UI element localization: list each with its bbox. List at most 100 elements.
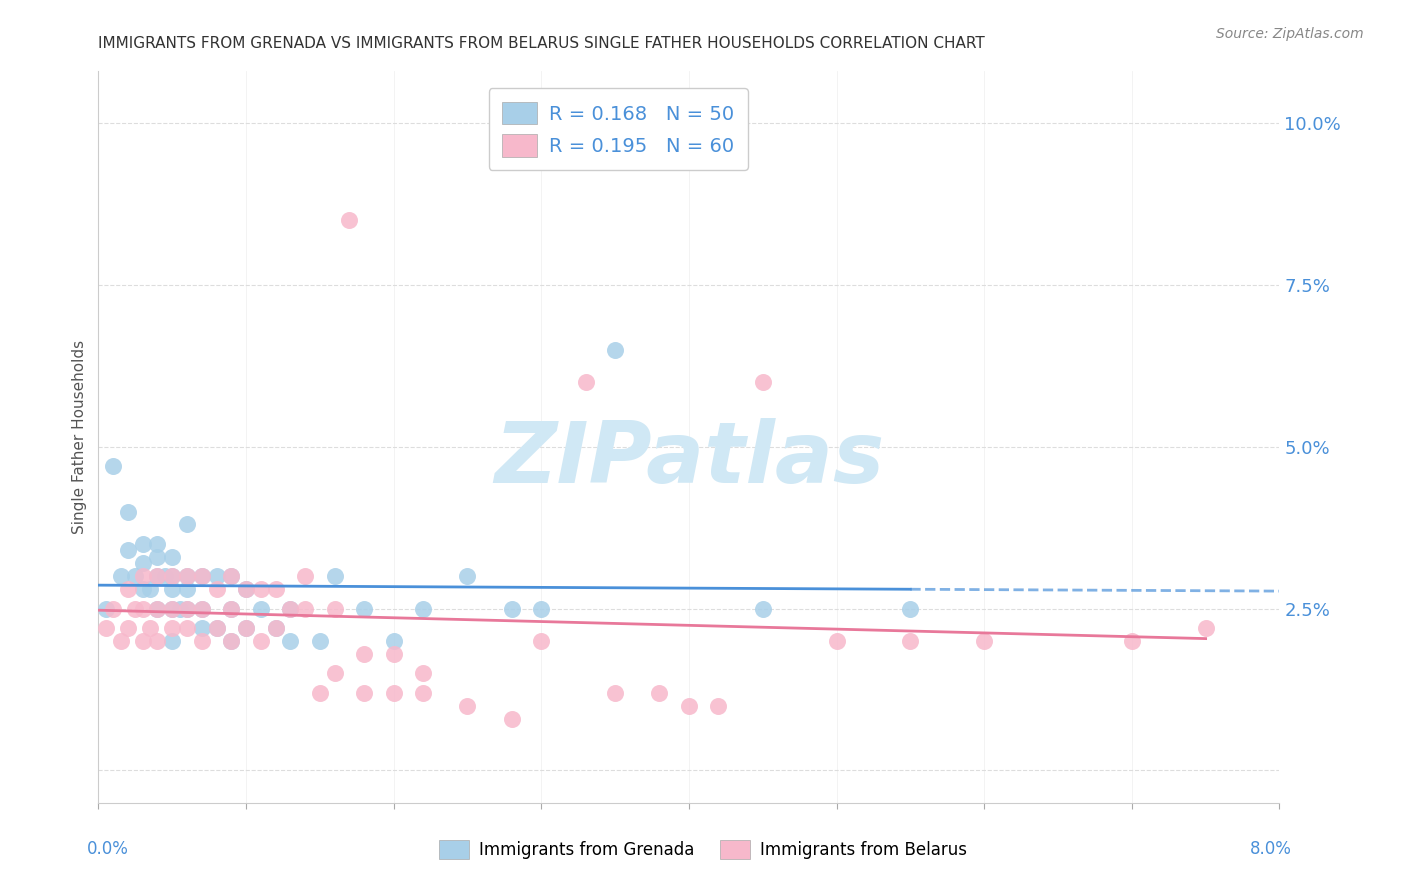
- Point: [1195, 621, 1218, 635]
- Point: [412, 686, 434, 700]
- Point: [752, 375, 775, 389]
- Point: [221, 569, 243, 583]
- Point: [191, 601, 214, 615]
- Point: [412, 666, 434, 681]
- Point: [191, 569, 214, 583]
- Point: [235, 582, 257, 597]
- Point: [221, 601, 243, 615]
- Point: [457, 569, 479, 583]
- Point: [530, 601, 553, 615]
- Point: [294, 569, 316, 583]
- Point: [1121, 634, 1143, 648]
- Point: [146, 537, 169, 551]
- Point: [176, 601, 198, 615]
- Point: [132, 557, 155, 571]
- Point: [132, 537, 155, 551]
- Point: [264, 582, 287, 597]
- Point: [132, 601, 155, 615]
- Point: [124, 569, 146, 583]
- Point: [162, 569, 183, 583]
- Point: [139, 621, 162, 635]
- Point: [103, 601, 125, 615]
- Point: [501, 712, 523, 726]
- Point: [457, 698, 479, 713]
- Point: [139, 582, 162, 597]
- Point: [605, 343, 627, 357]
- Point: [280, 634, 302, 648]
- Point: [124, 601, 146, 615]
- Point: [221, 634, 243, 648]
- Point: [205, 621, 228, 635]
- Point: [191, 621, 214, 635]
- Point: [146, 601, 169, 615]
- Point: [605, 686, 627, 700]
- Point: [323, 569, 346, 583]
- Point: [280, 601, 302, 615]
- Point: [117, 582, 139, 597]
- Point: [153, 569, 176, 583]
- Point: [117, 543, 139, 558]
- Point: [162, 634, 183, 648]
- Point: [103, 459, 125, 474]
- Point: [412, 601, 434, 615]
- Point: [973, 634, 995, 648]
- Point: [176, 517, 198, 532]
- Point: [382, 634, 405, 648]
- Point: [530, 634, 553, 648]
- Point: [323, 666, 346, 681]
- Point: [176, 621, 198, 635]
- Point: [309, 686, 332, 700]
- Text: Source: ZipAtlas.com: Source: ZipAtlas.com: [1216, 27, 1364, 41]
- Y-axis label: Single Father Households: Single Father Households: [72, 340, 87, 534]
- Point: [162, 601, 183, 615]
- Point: [250, 582, 273, 597]
- Point: [117, 621, 139, 635]
- Point: [191, 634, 214, 648]
- Point: [146, 601, 169, 615]
- Point: [294, 601, 316, 615]
- Text: IMMIGRANTS FROM GRENADA VS IMMIGRANTS FROM BELARUS SINGLE FATHER HOUSEHOLDS CORR: IMMIGRANTS FROM GRENADA VS IMMIGRANTS FR…: [98, 36, 986, 51]
- Point: [382, 647, 405, 661]
- Point: [176, 569, 198, 583]
- Point: [235, 582, 257, 597]
- Point: [353, 647, 375, 661]
- Point: [501, 601, 523, 615]
- Point: [146, 634, 169, 648]
- Point: [132, 569, 155, 583]
- Point: [250, 634, 273, 648]
- Point: [900, 634, 922, 648]
- Point: [264, 621, 287, 635]
- Point: [132, 634, 155, 648]
- Point: [707, 698, 730, 713]
- Point: [678, 698, 700, 713]
- Point: [382, 686, 405, 700]
- Point: [110, 634, 132, 648]
- Point: [162, 601, 183, 615]
- Point: [205, 621, 228, 635]
- Point: [235, 621, 257, 635]
- Point: [162, 621, 183, 635]
- Point: [146, 569, 169, 583]
- Point: [176, 582, 198, 597]
- Legend: R = 0.168   N = 50, R = 0.195   N = 60: R = 0.168 N = 50, R = 0.195 N = 60: [488, 88, 748, 170]
- Point: [575, 375, 598, 389]
- Point: [900, 601, 922, 615]
- Point: [264, 621, 287, 635]
- Point: [221, 569, 243, 583]
- Point: [235, 621, 257, 635]
- Point: [250, 601, 273, 615]
- Text: 0.0%: 0.0%: [87, 840, 128, 858]
- Point: [648, 686, 671, 700]
- Text: ZIPatlas: ZIPatlas: [494, 417, 884, 500]
- Point: [117, 504, 139, 518]
- Point: [353, 601, 375, 615]
- Point: [94, 621, 117, 635]
- Point: [162, 549, 183, 564]
- Point: [191, 601, 214, 615]
- Point: [752, 601, 775, 615]
- Point: [132, 582, 155, 597]
- Point: [110, 569, 132, 583]
- Point: [353, 686, 375, 700]
- Point: [323, 601, 346, 615]
- Point: [309, 634, 332, 648]
